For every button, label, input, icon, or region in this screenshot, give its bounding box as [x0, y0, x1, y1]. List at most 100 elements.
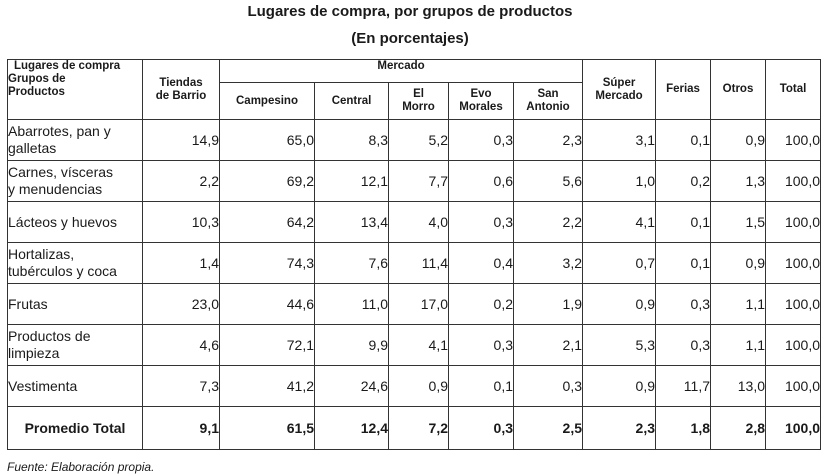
- product-group-label: Frutas: [7, 283, 143, 325]
- table-cell: 0,6: [448, 160, 514, 202]
- table-cell: 3,2: [512, 242, 584, 284]
- table-row: Carnes, vísceras y menudencias 2,2 69,2 12,1…: [7, 160, 822, 202]
- table-cell: 8,3: [314, 119, 389, 161]
- header-corner-line2: Grupos de: [8, 73, 66, 85]
- table-cell: 0,7: [582, 242, 657, 284]
- header-otros: Otros: [710, 59, 767, 120]
- table-cell: 11,7: [655, 365, 712, 407]
- header-el-morro: El Morro: [388, 82, 449, 120]
- table-cell: 13,0: [710, 365, 767, 407]
- total-cell: 7,2: [388, 406, 449, 450]
- total-cell: 100,0: [765, 406, 822, 450]
- table-cell: 23,0: [142, 283, 220, 325]
- table-cell: 1,4: [142, 242, 220, 284]
- table-cell: 13,4: [314, 201, 389, 243]
- table-row: Frutas 23,0 44,6 11,0 17,0 0,2 1,9 0,9 0,3 1,1 100…: [7, 283, 822, 325]
- table-cell: 10,3: [142, 201, 220, 243]
- table-cell: 0,4: [448, 242, 514, 284]
- header-super-mercado: Súper Mercado: [582, 59, 657, 120]
- table-cell: 0,3: [448, 201, 514, 243]
- table-cell: 100,0: [765, 283, 822, 325]
- table-cell: 100,0: [765, 365, 822, 407]
- table-row: Hortalizas, tubérculos y coca 1,4 74,3 7,6 11…: [7, 242, 822, 284]
- table-cell: 4,1: [388, 324, 449, 366]
- table-cell: 0,2: [655, 160, 712, 202]
- total-cell: 12,4: [314, 406, 389, 450]
- purchase-places-table: Lugares de compra Grupos de Productos Ti…: [7, 59, 822, 450]
- table-cell: 17,0: [388, 283, 449, 325]
- table-cell: 1,1: [710, 324, 767, 366]
- table-cell: 100,0: [765, 242, 822, 284]
- table-cell: 0,3: [448, 324, 514, 366]
- header-corner-line3: Productos: [8, 86, 65, 98]
- table-cell: 1,9: [512, 283, 584, 325]
- table-cell: 100,0: [765, 324, 822, 366]
- source-note: Fuente: Elaboración propia.: [7, 460, 155, 474]
- table-cell: 0,3: [655, 283, 712, 325]
- table-cell: 0,9: [710, 242, 767, 284]
- table-cell: 24,6: [314, 365, 389, 407]
- table-cell: 4,0: [388, 201, 449, 243]
- table-cell: 7,6: [314, 242, 389, 284]
- table-cell: 0,9: [710, 119, 767, 161]
- header-total: Total: [765, 59, 822, 120]
- table-cell: 12,1: [314, 160, 389, 202]
- header-evo-morales: Evo Morales: [448, 82, 514, 120]
- table-cell: 72,1: [219, 324, 315, 366]
- table-cell: 0,1: [655, 242, 712, 284]
- product-group-label: Abarrotes, pan y galletas: [7, 119, 143, 161]
- total-cell: 2,8: [710, 406, 767, 450]
- table-cell: 0,1: [655, 201, 712, 243]
- table-cell: 100,0: [765, 119, 822, 161]
- table-cell: 5,6: [512, 160, 584, 202]
- table-cell: 0,1: [655, 119, 712, 161]
- header-central: Central: [314, 82, 389, 120]
- table-cell: 0,3: [512, 365, 584, 407]
- total-row-label: Promedio Total: [7, 406, 143, 450]
- table-cell: 41,2: [219, 365, 315, 407]
- table-cell: 5,2: [388, 119, 449, 161]
- table-cell: 2,2: [512, 201, 584, 243]
- table-cell: 0,3: [448, 119, 514, 161]
- table-cell: 0,9: [388, 365, 449, 407]
- product-group-label: Hortalizas, tubérculos y coca: [7, 242, 143, 284]
- table-cell: 1,5: [710, 201, 767, 243]
- table-cell: 69,2: [219, 160, 315, 202]
- table-cell: 74,3: [219, 242, 315, 284]
- table-title: Lugares de compra, por grupos de product…: [247, 3, 573, 20]
- table-subtitle: (En porcentajes): [351, 30, 469, 47]
- product-group-label: Productos de limpieza: [7, 324, 143, 366]
- table-cell: 9,9: [314, 324, 389, 366]
- table-cell: 1,0: [582, 160, 657, 202]
- total-cell: 2,3: [582, 406, 657, 450]
- header-campesino: Campesino: [219, 82, 315, 120]
- table-cell: 4,6: [142, 324, 220, 366]
- header-corner-line1: Lugares de compra: [14, 60, 121, 72]
- header-mercado-group: Mercado: [218, 59, 584, 83]
- total-cell: 2,5: [512, 406, 584, 450]
- table-cell: 1,1: [710, 283, 767, 325]
- header-ferias: Ferias: [655, 59, 712, 120]
- table-cell: 7,3: [142, 365, 220, 407]
- table-cell: 11,4: [388, 242, 449, 284]
- table-cell: 100,0: [765, 201, 822, 243]
- table-row: Lácteos y huevos 10,3 64,2 13,4 4,0 0,3 2,2 4,1…: [7, 201, 822, 243]
- header-tiendas-de-barrio: Tiendas de Barrio: [142, 59, 220, 120]
- product-group-label: Vestimenta: [7, 365, 143, 407]
- table-cell: 4,1: [582, 201, 657, 243]
- table-row: Abarrotes, pan y galletas 14,9 65,0 8,3 5,2 0,…: [7, 119, 822, 161]
- table-cell: 14,9: [142, 119, 220, 161]
- table-row: Productos de limpieza 4,6 72,1 9,9 4,1 0,3 2,1 5…: [7, 324, 822, 366]
- table-cell: 2,3: [512, 119, 584, 161]
- table-cell: 0,3: [655, 324, 712, 366]
- table-cell: 5,3: [582, 324, 657, 366]
- table-cell: 44,6: [219, 283, 315, 325]
- table-cell: 2,2: [142, 160, 220, 202]
- total-cell: 61,5: [219, 406, 315, 450]
- header-corner: Lugares de compra Grupos de Productos: [7, 59, 143, 120]
- table-cell: 0,2: [448, 283, 514, 325]
- total-cell: 0,3: [448, 406, 514, 450]
- table-cell: 3,1: [582, 119, 657, 161]
- total-cell: 1,8: [655, 406, 712, 450]
- table-cell: 65,0: [219, 119, 315, 161]
